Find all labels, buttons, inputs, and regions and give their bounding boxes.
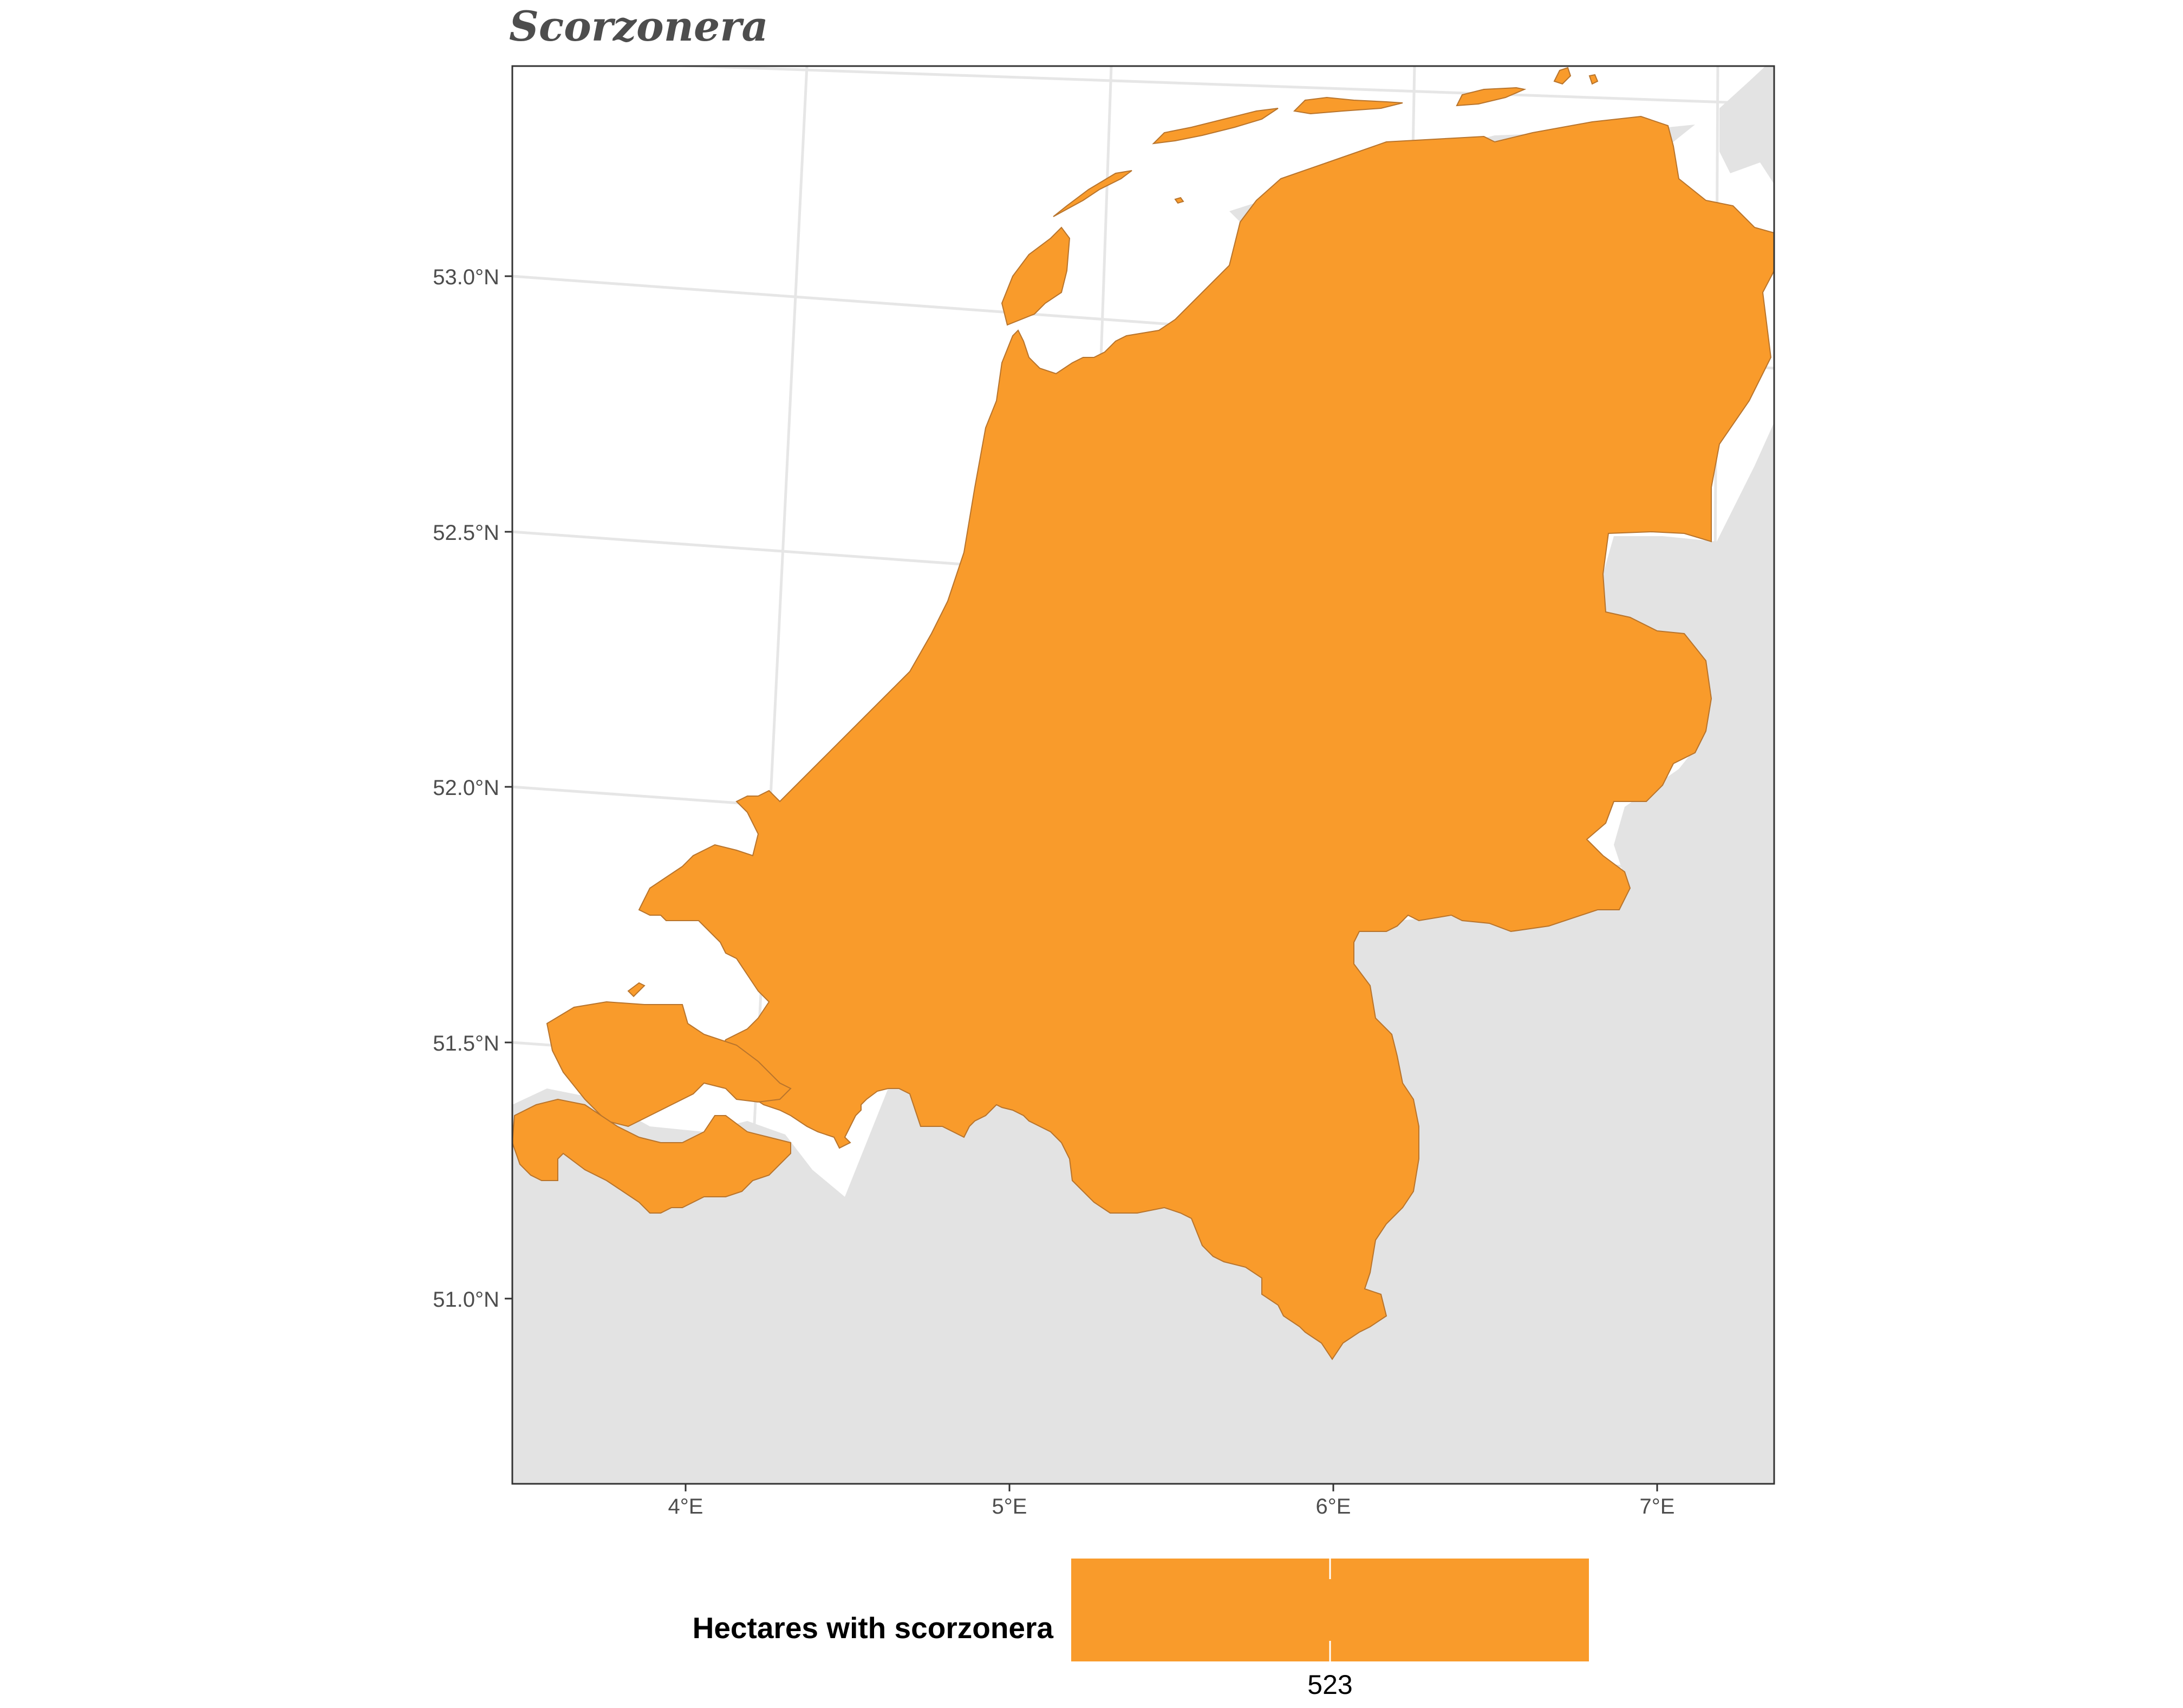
island-tiny-north[interactable]	[1588, 74, 1599, 85]
island-tiny-west[interactable]	[627, 982, 646, 998]
legend: Hectares with scorzonera 523	[693, 1559, 1589, 1700]
belgium-germany-landmass	[512, 422, 1774, 1484]
x-tick-label: 6°E	[1316, 1495, 1351, 1518]
island-ameland[interactable]	[1293, 96, 1403, 115]
island-zeeuws-vlaanderen[interactable]	[512, 1098, 791, 1214]
y-tick-label: 53.0°N	[433, 265, 499, 289]
y-tick-label: 51.5°N	[433, 1032, 499, 1055]
island-terschelling[interactable]	[1152, 108, 1279, 145]
y-tick-label: 51.0°N	[433, 1288, 499, 1312]
parallel-53-5n	[658, 66, 1774, 106]
netherlands-mainland[interactable]	[638, 115, 1774, 1360]
map-title: Scorzonera	[509, 2, 768, 50]
germany-north-coast	[1719, 66, 1774, 184]
legend-title: Hectares with scorzonera	[693, 1611, 1054, 1645]
island-schiermonnikoog[interactable]	[1456, 87, 1527, 107]
map-panel-border	[511, 65, 1775, 1485]
x-tick-label: 5°E	[992, 1495, 1027, 1518]
netherlands-region[interactable]	[512, 67, 1774, 1360]
island-rottumeroog[interactable]	[1553, 67, 1572, 85]
y-axis: 53.0°N 52.5°N 52.0°N 51.5°N 51.0°N	[433, 265, 512, 1312]
x-axis: 4°E 5°E 6°E 7°E	[668, 1484, 1675, 1518]
island-vlieland[interactable]	[1053, 170, 1132, 217]
island-texel[interactable]	[1001, 226, 1071, 326]
x-tick-label: 4°E	[668, 1495, 703, 1518]
legend-value-label: 523	[1307, 1670, 1352, 1700]
island-griend[interactable]	[1174, 197, 1184, 204]
x-tick-label: 7°E	[1640, 1495, 1675, 1518]
y-tick-label: 52.5°N	[433, 521, 499, 545]
y-tick-label: 52.0°N	[433, 776, 499, 800]
